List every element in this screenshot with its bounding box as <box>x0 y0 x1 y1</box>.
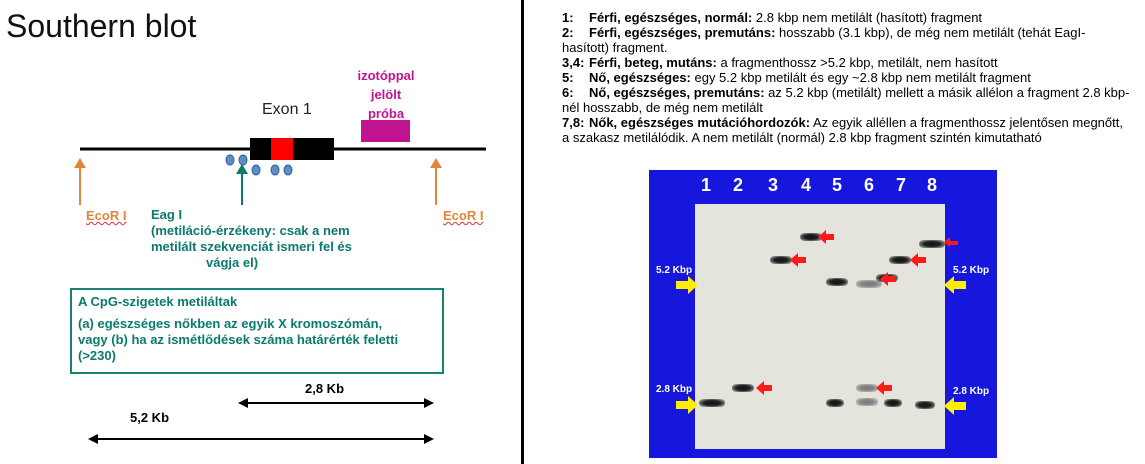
exon-repeat <box>271 138 293 160</box>
note-5: 5: Nő, egészséges: egy 5.2 kbp metilált é… <box>562 70 1031 85</box>
eag-arrow <box>236 164 248 205</box>
ecor-left-label: EcoR I <box>86 208 127 223</box>
yellow-arrow-left-low <box>676 396 698 414</box>
marker-low-right: 2.8 Kbp <box>953 386 990 397</box>
note-7-8: 7,8: Nők, egészséges mutációhordozók: Az … <box>562 115 1123 145</box>
eag-label: Eag I (metiláció-érzékeny: csak a nem me… <box>151 207 352 270</box>
lane-number-6: 6 <box>864 175 875 195</box>
distance-label-long: 5,2 Kb <box>130 410 170 425</box>
distance-arrow-short <box>238 398 434 408</box>
probe-label: izotóppal jelölt próba <box>357 68 415 121</box>
yellow-arrow-right-high <box>944 276 966 294</box>
note-3-4: 3,4: Férfi, beteg, mutáns: a fragmenthoss… <box>562 55 998 70</box>
red-arrow-lane4 <box>818 230 834 244</box>
lane-number-8: 8 <box>927 175 938 195</box>
red-arrow-lane7 <box>910 253 926 267</box>
exon-label: Exon 1 <box>262 101 312 118</box>
cpg-dots <box>225 154 293 176</box>
distance-arrow-long <box>88 434 434 444</box>
band-lane7-low <box>884 399 902 407</box>
band-lane6-low <box>856 384 878 392</box>
band-lane6-lower <box>856 398 878 406</box>
lane-number-5: 5 <box>832 175 843 195</box>
lane-number-2: 2 <box>733 175 744 195</box>
band-lane5-low <box>826 399 844 407</box>
band-lane4-high <box>800 233 822 241</box>
red-arrow-lane6-low <box>876 381 892 395</box>
ecor-right-label: EcoR I <box>443 208 484 223</box>
lane-number-4: 4 <box>801 175 812 195</box>
lane-number-3: 3 <box>768 175 779 195</box>
divider <box>521 0 524 464</box>
red-arrow-lane2 <box>756 381 772 395</box>
slide-title: Southern blot <box>6 8 197 44</box>
gel-arrows <box>676 230 966 415</box>
band-lane8-high <box>919 240 945 248</box>
lane-number-1: 1 <box>701 175 712 195</box>
band-lane1-low <box>699 399 725 407</box>
gene-diagram <box>74 120 486 444</box>
cpg-info-box: A CpG-szigetek metiláltak (a) egészséges… <box>70 288 444 374</box>
band-lane5-high <box>826 278 848 286</box>
distance-label-short: 2,8 Kb <box>305 381 345 396</box>
yellow-arrow-right-low <box>944 397 966 415</box>
ecor-arrow-right <box>430 158 442 205</box>
lane-notes: 1: Férfi, egészséges, normál: 2.8 kbp nem… <box>562 10 1130 145</box>
marker-high-right: 5.2 Kbp <box>953 265 990 276</box>
band-lane6-high <box>856 280 882 288</box>
band-lane3-high <box>770 256 792 264</box>
marker-low-left: 2.8 Kbp <box>656 384 693 395</box>
ecor-arrow-left <box>74 158 86 205</box>
cpg-box-title: A CpG-szigetek metiláltak <box>78 294 238 309</box>
marker-high-left: 5.2 Kbp <box>656 265 693 276</box>
probe-block <box>361 120 410 142</box>
red-arrow-lane6-high <box>880 272 896 286</box>
band-lane2-low <box>732 384 754 392</box>
gel-image <box>695 204 945 449</box>
note-6: 6: Nő, egészséges, premutáns: az 5.2 kbp … <box>562 85 1130 115</box>
note-2: 2: Férfi, egészséges, premutáns: hosszabb… <box>562 25 1086 55</box>
red-arrow-lane3 <box>790 253 806 267</box>
yellow-arrow-left-high <box>676 276 698 294</box>
band-lane7-upper <box>889 256 911 264</box>
red-arrow-lane8 <box>944 237 958 247</box>
band-lane8-low <box>915 401 935 409</box>
lane-number-7: 7 <box>896 175 907 195</box>
note-1: 1: Férfi, egészséges, normál: 2.8 kbp nem… <box>562 10 983 25</box>
